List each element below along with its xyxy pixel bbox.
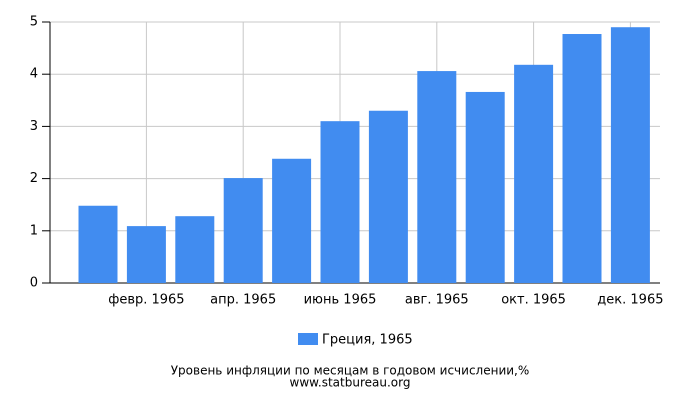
- bar: [562, 34, 602, 284]
- bar: [417, 71, 457, 284]
- x-tick-label: авг. 1965: [405, 293, 469, 308]
- x-tick-label: дек. 1965: [597, 293, 663, 308]
- bar: [368, 110, 408, 284]
- bar: [223, 178, 263, 283]
- x-tick-label: июнь 1965: [304, 293, 377, 308]
- x-tick-label: февр. 1965: [108, 293, 184, 308]
- y-tick-label: 1: [30, 223, 38, 238]
- bar: [78, 205, 118, 283]
- y-tick-label: 5: [30, 15, 38, 30]
- chart-title: Уровень инфляции по месяцам в годовом ис…: [171, 364, 530, 378]
- bar: [272, 158, 312, 283]
- y-tick-label: 2: [30, 171, 38, 186]
- bar: [126, 226, 166, 283]
- legend-swatch: [298, 333, 318, 345]
- bar: [320, 121, 360, 284]
- y-tick-label: 0: [30, 276, 38, 291]
- bar: [610, 27, 650, 283]
- bar: [514, 64, 554, 283]
- legend-label: Греция, 1965: [322, 333, 413, 348]
- x-tick-label: окт. 1965: [501, 293, 566, 308]
- x-tick-label: апр. 1965: [210, 293, 276, 308]
- y-tick-label: 4: [30, 67, 38, 82]
- bar: [175, 216, 215, 283]
- source: www.statbureau.org: [290, 376, 411, 390]
- y-tick-label: 3: [30, 119, 38, 134]
- bar: [465, 91, 505, 283]
